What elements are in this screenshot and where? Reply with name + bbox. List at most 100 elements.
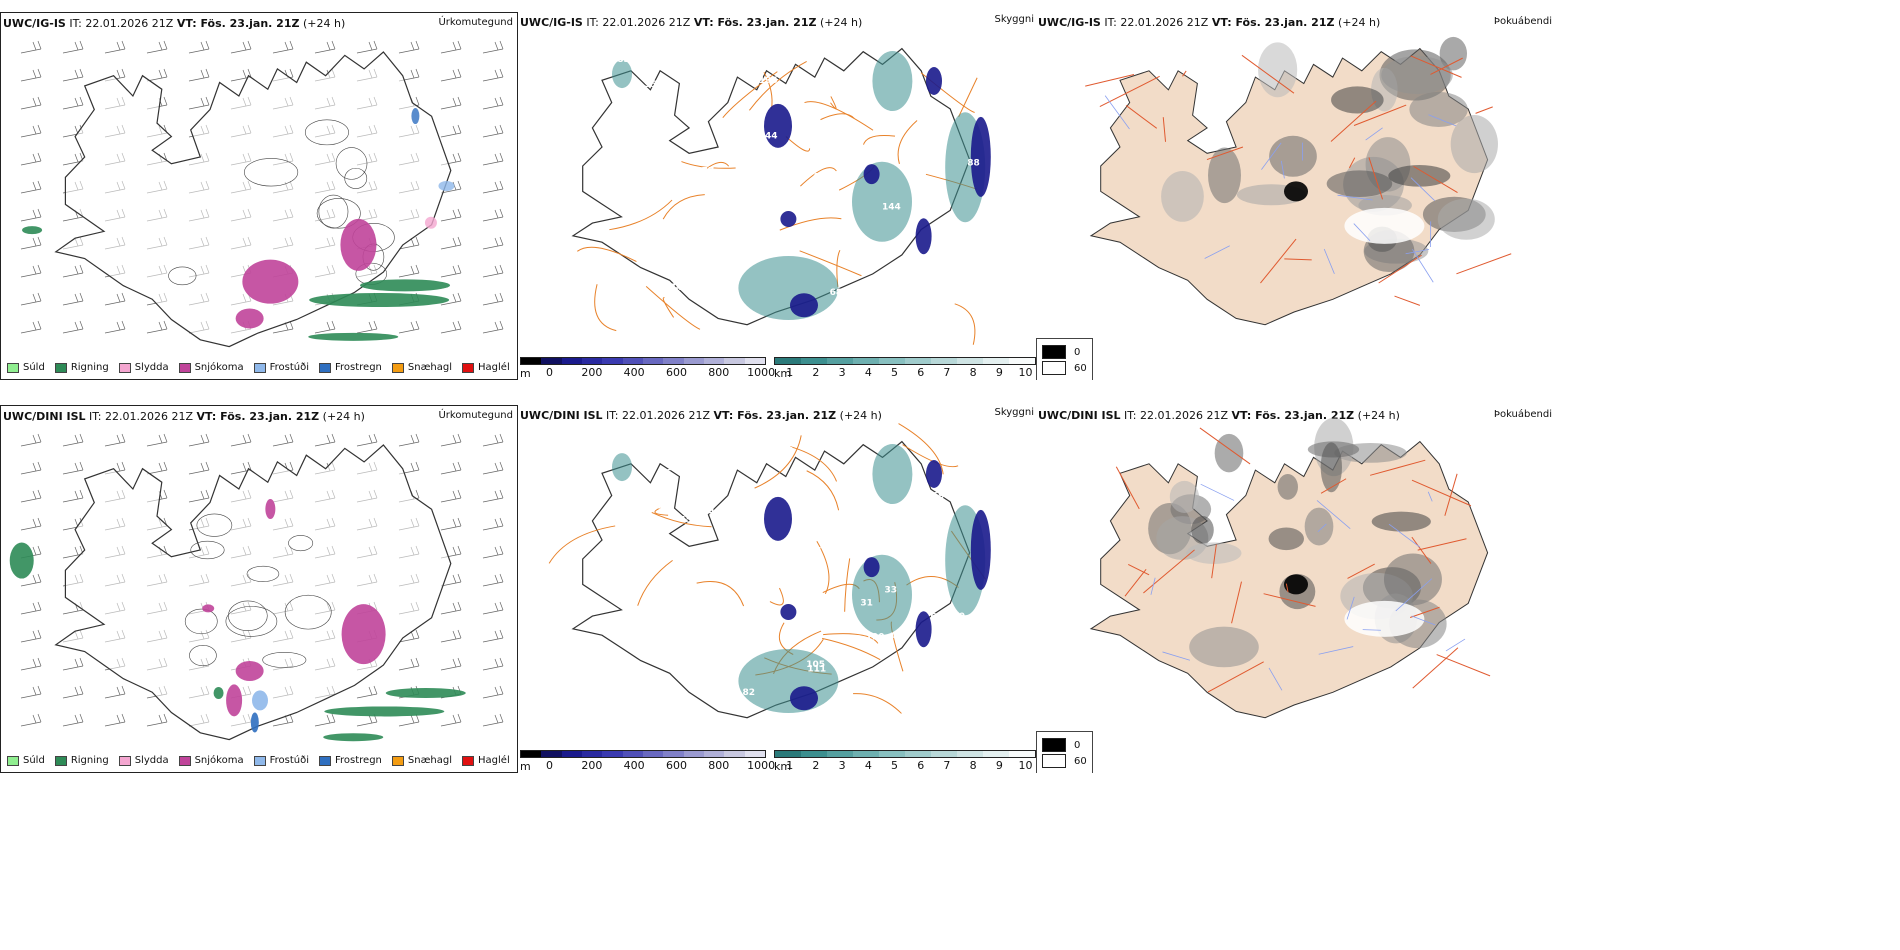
vis-value-label: 94 [825,547,838,557]
colorbar-tick: 3 [838,366,846,379]
road [1347,563,1375,579]
wind-barb [440,48,462,54]
wind-barb-flag [410,321,415,331]
wind-barb-flag [457,68,462,78]
legend-label: Súld [23,362,45,373]
river [1353,223,1371,242]
wind-barb-flag [158,69,163,79]
glacier-contour [196,513,233,537]
wind-barb-flag [74,69,79,79]
vis-value-label: 111 [807,665,826,675]
terrain-shade [1161,170,1204,222]
fog-legend-swatch [1042,345,1066,359]
wind-barb [146,328,168,334]
colorbar-tick: 400 [623,759,645,772]
colorbar-tick: 9 [995,759,1003,772]
init-time: IT: 22.01.2026 21Z [606,409,711,422]
vis-value-label: 190 [866,633,885,643]
glacier-contour [244,158,299,187]
river [1261,142,1282,170]
wind-barb [104,721,126,727]
model-name: UWC/IG-IS [3,17,66,30]
wind-barb-flag [415,489,420,499]
wind-barb-flag [121,320,126,330]
wind-barb-flag [368,41,373,51]
wind-barb-flag [158,462,163,472]
wind-barb-flag [499,292,504,302]
legend-label: Rigning [70,755,109,766]
wind-barb-flag [163,68,168,78]
wind-barb-flag [74,265,79,275]
wind-barb [482,469,504,475]
vis-value-label: 64 [930,613,943,623]
wind-barb [440,637,462,643]
road [1409,606,1440,618]
vis-value-label: 16 [938,222,951,232]
colorbar-segment [642,751,664,757]
wind-barb-flag [32,209,37,219]
wind-barb-flag [331,713,336,723]
wind-barb-flag [37,292,42,302]
wind-barb-flag [37,152,42,162]
legend-item-slydda: Slydda [118,362,169,373]
wind-barb-flag [32,265,37,275]
model-name: UWC/DINI ISL [1038,409,1121,422]
valid-time: VT: Fös. 23.jan. 21Z [713,409,837,422]
colorbar-segment [801,751,827,757]
very-low-vis-area [915,611,932,648]
wind-barb [314,48,336,54]
river [1337,194,1373,201]
wind-barb-flag [37,68,42,78]
wind-barb [104,300,126,306]
legend-item-súld: Súld [7,755,45,766]
road [645,286,701,330]
colorbar-tick: 3 [838,759,846,772]
wind-barb [62,693,84,699]
wind-barb-flag [368,434,373,444]
road [1285,583,1289,593]
wind-barb [20,104,42,110]
wind-barb-flag [326,321,331,331]
wind-barb-flag [74,686,79,696]
river [1104,95,1130,130]
wind-barb-flag [74,41,79,51]
road [823,633,879,644]
very-low-vis-area [790,686,818,711]
wind-barb-flag [499,685,504,695]
river [1162,651,1191,661]
model-name: UWC/DINI ISL [3,410,86,423]
colorbar-segment [957,358,983,364]
precip-legend: Súld Rigning Slydda Snjókoma Frostúði Frostre… [7,362,510,373]
river [1365,127,1383,141]
road [804,101,874,131]
wind-barb-flag [37,517,42,527]
wind-barb [440,328,462,334]
vis-value-label: 77 [702,167,715,177]
legend-item-frostúði: Frostúði [253,755,309,766]
vis-value-label: 69 [932,492,945,502]
coastline [571,47,971,326]
road [1411,479,1472,507]
wind-barb-flag [32,518,37,528]
wind-barb [20,693,42,699]
wind-barb [482,300,504,306]
colorbar-ticks: 0 200 400 600 800 1000 [520,758,775,772]
wind-barb-flag [457,601,462,611]
colorbar-unit: km [774,367,792,380]
legend-swatch [7,755,19,766]
wind-barb-flag [163,320,168,330]
road [1231,581,1242,624]
wind-barb-flag [32,293,37,303]
colorbar-tick: 5 [891,366,899,379]
wind-barb-flag [79,68,84,78]
panel-type-label: Úrkomutegund [438,17,513,28]
colorbar-tick: 0 [546,759,554,772]
very-low-vis-area [863,164,880,185]
vis-value-label: 45 [676,73,689,83]
vis-value-label: 192 [687,203,706,213]
colorbar-segment [905,751,931,757]
wind-barb-flag [79,685,84,695]
fog-index-low [1284,181,1308,202]
